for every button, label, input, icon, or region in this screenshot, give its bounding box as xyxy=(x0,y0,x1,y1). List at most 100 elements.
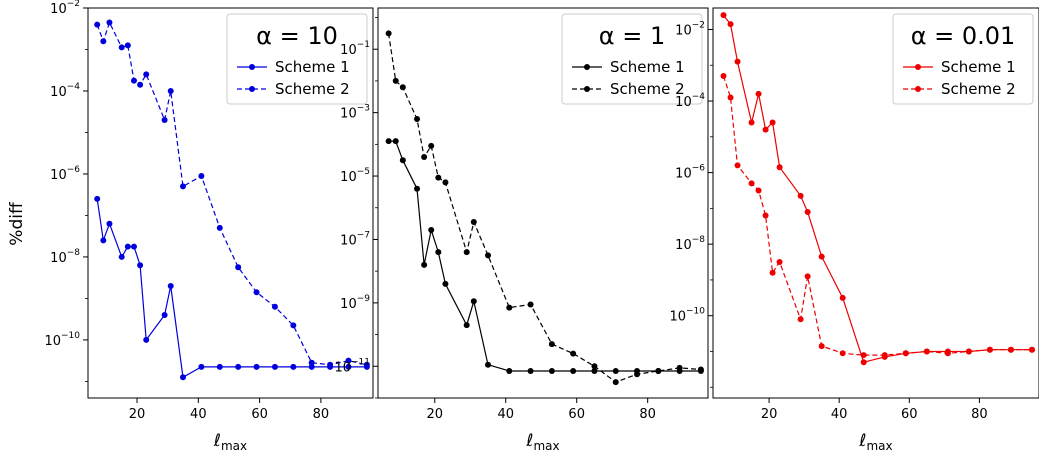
y-tick-label: 10−5 xyxy=(340,167,370,185)
x-tick-label: 40 xyxy=(190,407,207,422)
y-tick-label: 10−2 xyxy=(675,20,705,38)
data-point xyxy=(881,352,888,359)
data-point xyxy=(506,368,513,375)
data-point xyxy=(762,212,769,219)
data-point xyxy=(435,174,442,181)
y-tick-label: 10−10 xyxy=(669,307,705,325)
data-point xyxy=(676,364,683,371)
series-line-2 xyxy=(722,75,1032,356)
data-point xyxy=(748,180,755,187)
data-point xyxy=(216,224,223,231)
data-point xyxy=(734,58,741,65)
legend-entry: Scheme 2 xyxy=(941,80,1016,98)
data-point xyxy=(591,363,598,370)
legend-title: α = 10 xyxy=(256,22,338,50)
y-tick-label: 10−6 xyxy=(50,165,80,183)
data-point xyxy=(130,243,137,250)
x-axis-label: ℓmax xyxy=(858,431,892,453)
axes-frame xyxy=(87,7,374,399)
legend-marker xyxy=(915,86,921,92)
data-point xyxy=(118,44,125,51)
data-point xyxy=(720,72,727,79)
data-point xyxy=(421,154,428,161)
legend: α = 10 Scheme 1 Scheme 2 xyxy=(226,13,368,105)
y-tick-label: 10−9 xyxy=(340,294,370,312)
y-tick-label: 10−8 xyxy=(50,248,80,266)
data-point xyxy=(94,195,101,202)
data-point xyxy=(94,21,101,28)
data-point xyxy=(392,138,399,145)
chart-panel-1: 20 40 60 80 10−10 10−8 10−6 10−4 10−2 ℓmax α = 10 S… xyxy=(44,0,374,453)
x-tick-label: 80 xyxy=(971,407,988,422)
data-point xyxy=(253,363,260,370)
data-point xyxy=(570,350,577,357)
y-tick-label: 10−6 xyxy=(675,164,705,182)
data-point xyxy=(762,126,769,133)
chart-panel-3: 20 40 60 80 10−10 10−8 10−6 10−4 10−2 ℓmax α = 0.0… xyxy=(669,7,1039,453)
data-point xyxy=(839,350,846,357)
series-layer xyxy=(94,19,370,381)
data-point xyxy=(327,361,334,368)
data-point xyxy=(124,243,131,250)
data-point xyxy=(100,38,107,45)
legend-marker xyxy=(249,86,255,92)
x-tick-label: 20 xyxy=(761,407,778,422)
legend-marker xyxy=(584,64,590,70)
series-line-1 xyxy=(96,198,367,379)
series-line-2 xyxy=(388,33,701,383)
data-point xyxy=(727,94,734,101)
data-point xyxy=(860,352,867,359)
legend-marker xyxy=(584,86,590,92)
x-tick-label: 40 xyxy=(831,407,848,422)
data-point xyxy=(506,304,513,311)
data-point xyxy=(470,219,477,226)
data-point xyxy=(755,187,762,194)
series-layer xyxy=(385,30,704,386)
data-point xyxy=(363,361,370,368)
data-point xyxy=(345,357,352,364)
data-point xyxy=(442,280,449,287)
data-point xyxy=(591,368,598,375)
data-point xyxy=(399,157,406,164)
data-point xyxy=(727,21,734,28)
y-axis-label: %diff xyxy=(7,201,27,246)
data-point xyxy=(106,220,113,227)
x-tick-label: 60 xyxy=(901,407,918,422)
data-point xyxy=(697,366,704,373)
data-point xyxy=(527,368,534,375)
data-point xyxy=(124,42,131,49)
data-point xyxy=(167,87,174,94)
y-tick-label: 10−4 xyxy=(675,92,705,110)
data-point xyxy=(965,348,972,355)
data-point xyxy=(720,12,727,19)
x-tick-label: 40 xyxy=(497,407,514,422)
data-point xyxy=(137,81,144,88)
data-point xyxy=(414,185,421,192)
y-tick-label: 10−2 xyxy=(50,0,80,17)
y-tick-label: 10−7 xyxy=(340,230,370,248)
data-point xyxy=(143,336,150,343)
data-point xyxy=(100,237,107,244)
data-point xyxy=(198,363,205,370)
data-point xyxy=(130,77,137,84)
x-tick-label: 80 xyxy=(639,407,656,422)
data-point xyxy=(1028,346,1035,353)
chart-panel-2: 20 40 60 80 10−11 10−9 10−7 10−5 10−3 10−1 ℓmax α =… xyxy=(334,7,709,453)
legend-marker xyxy=(915,64,921,70)
x-tick-label: 60 xyxy=(568,407,585,422)
y-tick-label: 10−3 xyxy=(340,104,370,122)
data-point xyxy=(143,71,150,78)
x-tick-label: 60 xyxy=(251,407,268,422)
y-tick-label: 10−10 xyxy=(44,331,80,349)
data-point xyxy=(769,269,776,276)
data-point xyxy=(748,119,755,126)
data-point xyxy=(570,368,577,375)
data-point xyxy=(527,301,534,308)
x-axis-label: ℓmax xyxy=(213,431,247,453)
data-point xyxy=(271,363,278,370)
data-point xyxy=(216,363,223,370)
data-point xyxy=(804,208,811,215)
data-point xyxy=(818,253,825,260)
data-point xyxy=(776,259,783,266)
y-tick-label: 10−4 xyxy=(50,82,80,100)
